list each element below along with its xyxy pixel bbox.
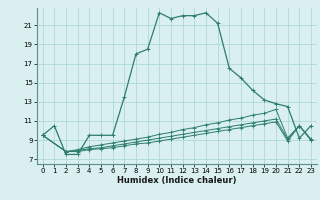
X-axis label: Humidex (Indice chaleur): Humidex (Indice chaleur) [117,176,236,185]
